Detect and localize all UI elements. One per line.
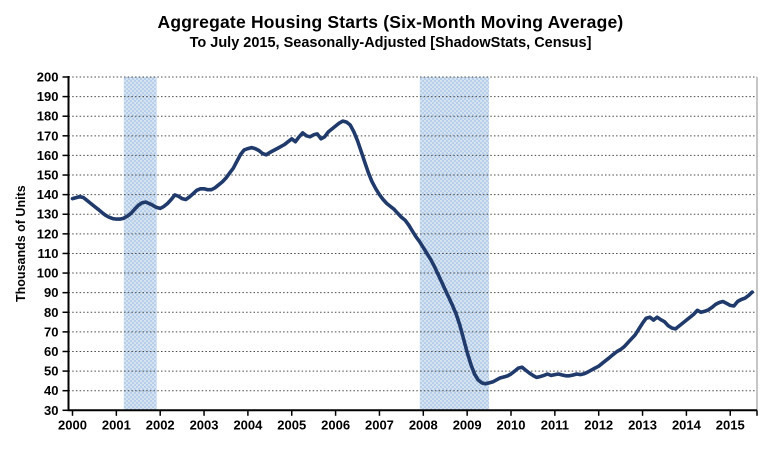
y-tick-label: 60 xyxy=(44,344,58,359)
x-tick-label: 2011 xyxy=(541,417,569,432)
x-tick-label: 2012 xyxy=(584,417,613,432)
y-tick-label: 200 xyxy=(37,70,59,85)
chart-subtitle: To July 2015, Seasonally-Adjusted [Shado… xyxy=(189,35,592,51)
x-tick-label: 2001 xyxy=(102,417,131,432)
x-tick-label: 2004 xyxy=(233,417,263,432)
y-tick-label: 150 xyxy=(37,168,59,183)
y-tick-label: 160 xyxy=(37,148,59,163)
x-tick-label: 2002 xyxy=(146,417,175,432)
y-tick-label: 70 xyxy=(44,324,58,339)
x-tick-label: 2010 xyxy=(497,417,526,432)
x-tick-label: 2013 xyxy=(628,417,657,432)
y-tick-label: 90 xyxy=(44,285,58,300)
y-tick-label: 50 xyxy=(44,364,58,379)
x-tick-label: 2008 xyxy=(409,417,438,432)
y-tick-label: 130 xyxy=(37,207,59,222)
x-tick-label: 2000 xyxy=(58,417,87,432)
y-tick-label: 80 xyxy=(44,305,58,320)
recession-band xyxy=(419,77,490,411)
y-tick-label: 100 xyxy=(37,266,59,281)
x-tick-label: 2006 xyxy=(321,417,350,432)
y-tick-label: 110 xyxy=(38,246,59,261)
x-tick-label: 2003 xyxy=(190,417,219,432)
y-tick-label: 190 xyxy=(37,89,59,104)
x-tick-label: 2009 xyxy=(453,417,482,432)
y-axis-title: Thousands of Units xyxy=(14,185,28,302)
y-tick-label: 180 xyxy=(37,109,59,124)
y-tick-label: 170 xyxy=(37,128,59,143)
y-tick-label: 40 xyxy=(44,383,58,398)
x-tick-label: 2005 xyxy=(277,417,306,432)
chart-title: Aggregate Housing Starts (Six-Month Movi… xyxy=(157,12,624,32)
x-tick-label: 2007 xyxy=(365,417,394,432)
data-line xyxy=(70,119,755,386)
y-tick-label: 120 xyxy=(37,226,59,241)
x-tick-label: 2015 xyxy=(716,417,745,432)
recession-band xyxy=(123,77,157,411)
y-tick-label: 30 xyxy=(44,403,58,418)
x-tick-label: 2014 xyxy=(672,417,702,432)
y-tick-label: 140 xyxy=(37,187,59,202)
